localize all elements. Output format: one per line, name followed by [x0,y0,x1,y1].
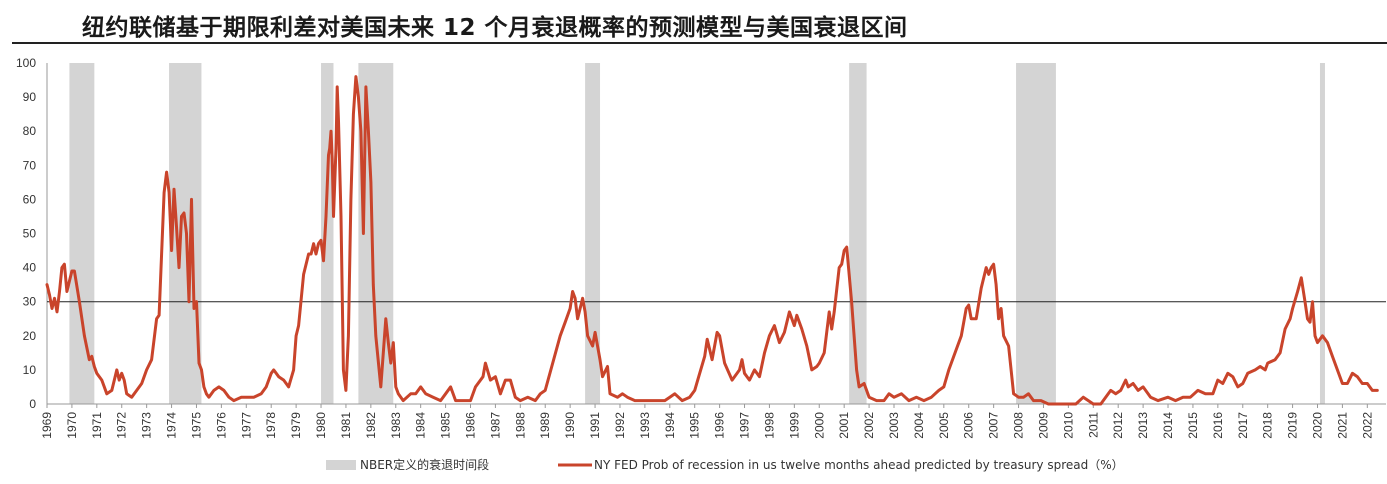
x-tick-label: 2022 [1360,412,1374,439]
chart-legend: NBER定义的衰退时间段 NY FED Prob of recession in … [326,457,1124,472]
x-tick-label: 2021 [1335,412,1349,439]
x-tick-label: 1996 [713,412,727,439]
legend-label-probability: NY FED Prob of recession in us twelve mo… [594,458,1124,472]
recession-bands [69,63,1325,404]
x-tick-label: 1983 [389,412,403,439]
legend-label-recession: NBER定义的衰退时间段 [360,457,489,472]
x-tick-label: 2010 [1061,412,1075,439]
x-tick-label: 2006 [962,412,976,439]
title-underline [12,42,1387,44]
x-tick-label: 1974 [165,412,179,439]
x-tick-label: 1973 [140,412,154,439]
recession-band [69,63,95,404]
y-tick-label: 50 [23,227,37,241]
x-tick-label: 2016 [1211,412,1225,439]
chart-title: 纽约联储基于期限利差对美国未来 12 个月衰退概率的预测模型与美国衰退区间 [82,15,908,41]
x-tick-label: 1972 [115,412,129,439]
x-tick-label: 2000 [812,412,826,439]
y-tick-label: 90 [23,90,37,104]
y-tick-label: 100 [16,56,36,70]
x-tick-label: 1989 [538,412,552,439]
y-tick-label: 40 [23,261,37,275]
x-tick-label: 1990 [563,412,577,439]
x-tick-label: 2017 [1236,412,1250,439]
x-tick-label: 1987 [488,412,502,439]
x-tick-label: 2009 [1036,412,1050,439]
x-tick-label: 1993 [638,412,652,439]
x-tick-label: 1992 [613,412,627,439]
x-tick-label: 1971 [90,412,104,439]
y-tick-label: 30 [23,295,37,309]
recession-band [1319,63,1325,404]
x-tick-label: 2002 [862,412,876,439]
series-lines [45,75,1379,406]
x-tick-label: 2015 [1186,412,1200,439]
x-tick-label: 1970 [65,412,79,439]
x-tick-label: 2019 [1286,412,1300,439]
recession-band [585,63,601,404]
x-tick-label: 2007 [987,412,1001,439]
x-tick-label: 2004 [912,412,926,439]
legend-swatch-recession [326,460,356,470]
x-tick-label: 1979 [289,412,303,439]
x-tick-label: 1975 [189,412,203,439]
recession-band [1016,63,1056,404]
recession-probability-line [45,75,1379,406]
x-tick-label: 1982 [364,412,378,439]
x-tick-label: 2005 [937,412,951,439]
y-tick-label: 0 [29,397,36,411]
y-tick-label: 80 [23,124,37,138]
y-tick-label: 10 [23,363,37,377]
y-tick-label: 20 [23,329,37,343]
y-tick-label: 60 [23,192,37,206]
x-tick-label: 2001 [837,412,851,439]
x-tick-label: 1991 [588,412,602,439]
y-tick-label: 70 [23,158,37,172]
x-tick-label: 1978 [264,412,278,439]
x-tick-label: 1997 [738,412,752,439]
x-tick-label: 1986 [463,412,477,439]
x-tick-label: 2011 [1086,412,1100,438]
x-tick-label: 1998 [762,412,776,439]
recession-band [849,63,867,404]
x-tick-label: 1995 [688,412,702,439]
x-tick-label: 2012 [1111,412,1125,439]
x-tick-label: 1984 [414,412,428,439]
x-tick-label: 1976 [214,412,228,439]
chart-axes: 0 10 20 30 40 50 60 70 80 90 100 1969 1970 1971 1972 19… [16,56,1386,439]
x-tick-label: 1980 [314,412,328,439]
x-tick-label: 1977 [239,412,253,439]
x-tick-label: 2014 [1161,412,1175,439]
x-tick-label: 1999 [787,412,801,439]
x-tick-label: 1969 [40,412,54,439]
x-tick-label: 2013 [1136,412,1150,439]
x-tick-label: 2003 [887,412,901,439]
x-tick-label: 2020 [1310,412,1324,439]
x-tick-label: 2008 [1012,412,1026,439]
x-tick-label: 2018 [1261,412,1275,439]
x-tick-label: 1988 [513,412,527,439]
x-tick-label: 1981 [339,412,353,439]
x-tick-label: 1994 [663,412,677,439]
recession-band [321,63,334,404]
x-tick-label: 1985 [439,412,453,439]
